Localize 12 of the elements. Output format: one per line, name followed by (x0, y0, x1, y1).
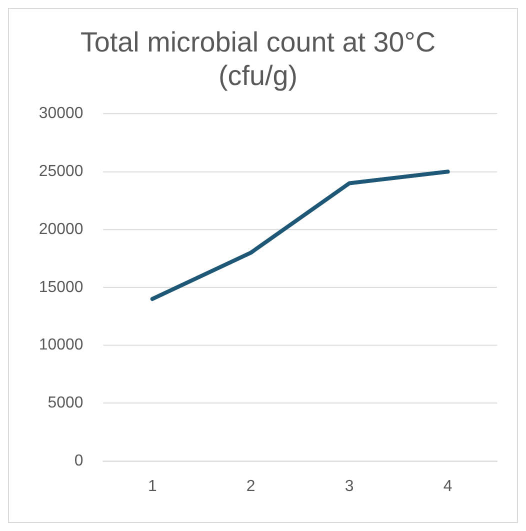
y-tick-label: 25000 (38, 163, 84, 180)
y-tick-label: 10000 (38, 336, 84, 354)
x-tick-label: 4 (443, 478, 452, 495)
chart-title: Total microbial count at 30°C (cfu/g) (80, 26, 436, 91)
x-tick-label: 2 (246, 478, 256, 495)
x-tick-label: 3 (344, 478, 354, 495)
y-tick-label: 0 (74, 452, 84, 470)
y-tick-label: 5000 (48, 394, 84, 412)
y-tick-label: 20000 (38, 220, 84, 238)
y-tick-label: 15000 (38, 278, 84, 296)
y-tick-label: 30000 (38, 105, 84, 122)
x-tick-label: 1 (148, 478, 157, 495)
